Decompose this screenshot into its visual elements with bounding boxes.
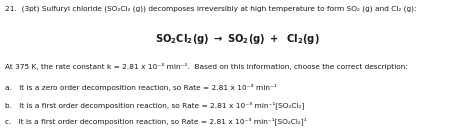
Text: b.   It is a first order decomposition reaction, so Rate = 2.81 x 10⁻³ min⁻¹[SO₂: b. It is a first order decomposition rea…	[5, 102, 304, 109]
Text: $\mathbf{SO_2Cl_2(g)\ {\rightarrow}\ SO_2(g)\ +\ \ Cl_2(g)}$: $\mathbf{SO_2Cl_2(g)\ {\rightarrow}\ SO_…	[155, 32, 319, 46]
Text: 21.  (3pt) Sulfuryl chloride (SO₂Cl₂ (g)) decomposes irreversibly at high temper: 21. (3pt) Sulfuryl chloride (SO₂Cl₂ (g))…	[5, 5, 416, 12]
Text: a.   It is a zero order decomposition reaction, so Rate = 2.81 x 10⁻³ min⁻¹: a. It is a zero order decomposition reac…	[5, 84, 276, 91]
Text: c.   It is a first order decomposition reaction, so Rate = 2.81 x 10⁻³ min⁻¹[SO₂: c. It is a first order decomposition rea…	[5, 117, 306, 125]
Text: At 375 K, the rate constant k = 2.81 x 10⁻³ min⁻¹.  Based on this information, c: At 375 K, the rate constant k = 2.81 x 1…	[5, 63, 408, 70]
